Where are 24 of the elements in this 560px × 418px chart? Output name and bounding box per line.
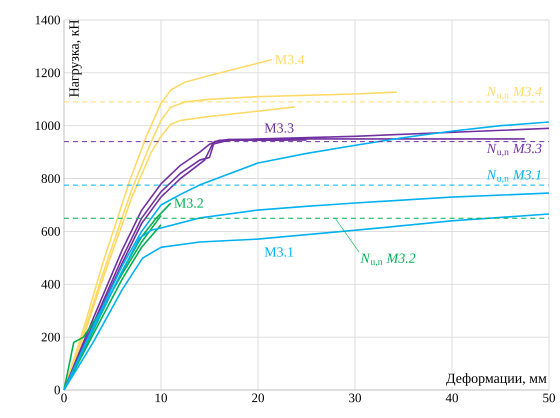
annotation: M3.1 xyxy=(264,247,294,257)
x-tick-label: 50 xyxy=(543,394,555,402)
ref-line-label: N$_{u,n}$ M3.2 xyxy=(360,254,416,266)
x-tick-label: 30 xyxy=(349,394,361,402)
y-axis-title: Нагрузка, кН xyxy=(70,20,82,97)
y-tick-label: 1000 xyxy=(36,121,60,130)
y-tick-label: 600 xyxy=(42,227,60,236)
x-tick-label: 10 xyxy=(156,394,167,402)
ref-line-label: N$_{u,n}$ M3.1 xyxy=(486,170,540,183)
annotation: M3.3 xyxy=(264,123,294,133)
y-tick-label: 1200 xyxy=(36,68,60,78)
x-axis-title: Деформации, мм xyxy=(446,373,546,386)
ref-line-label: N$_{u,n}$ M3.3 xyxy=(486,144,542,157)
y-tick-label: 400 xyxy=(41,280,60,289)
annotation: M3.2 xyxy=(174,198,203,208)
y-tick-label: 200 xyxy=(42,332,60,342)
y-tick-label: 1400 xyxy=(36,16,60,24)
ref-line-label: N$_{u,n}$ M3.4 xyxy=(486,86,542,100)
y-tick-label: 800 xyxy=(42,174,60,183)
x-tick-label: 40 xyxy=(446,394,458,402)
x-tick-label: 0 xyxy=(61,394,67,402)
x-tick-label: 20 xyxy=(252,394,264,402)
annotation: M3.4 xyxy=(275,54,304,64)
y-tick-label: 0 xyxy=(54,386,60,394)
